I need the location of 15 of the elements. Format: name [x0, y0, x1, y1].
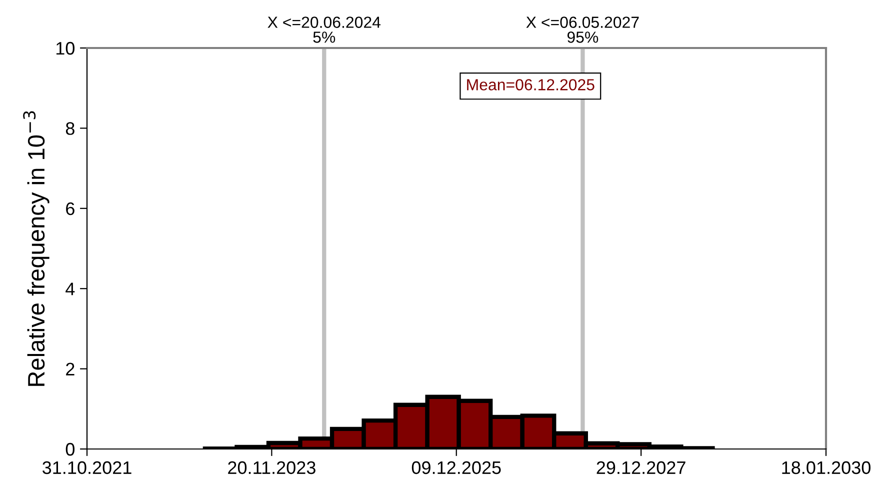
- y-tick-label: 0: [66, 442, 74, 456]
- annotation: Mean=06.12.2025: [467, 79, 594, 90]
- x-tick-label: 29.12.2027: [596, 461, 686, 474]
- x-tick-label: 20.11.2023: [228, 461, 316, 474]
- ref-line-label: X <=06.05.2027 95%: [526, 16, 639, 43]
- x-tick-label: 09.12.2025: [412, 461, 501, 474]
- y-tick-label: 8: [66, 122, 74, 135]
- x-tick-label: 31.10.2021: [42, 461, 132, 474]
- y-tick-label: 6: [66, 202, 74, 216]
- y-tick-label: 4: [66, 282, 75, 296]
- y-axis-title: Relative frequency in 10$^{−3}$: [23, 111, 50, 386]
- y-tick-label: 2: [66, 362, 74, 376]
- ref-line-label: X <=20.06.2024 5%: [268, 16, 381, 43]
- x-tick-label: 18.01.2030: [782, 461, 870, 474]
- y-tick-label: 10: [56, 42, 74, 55]
